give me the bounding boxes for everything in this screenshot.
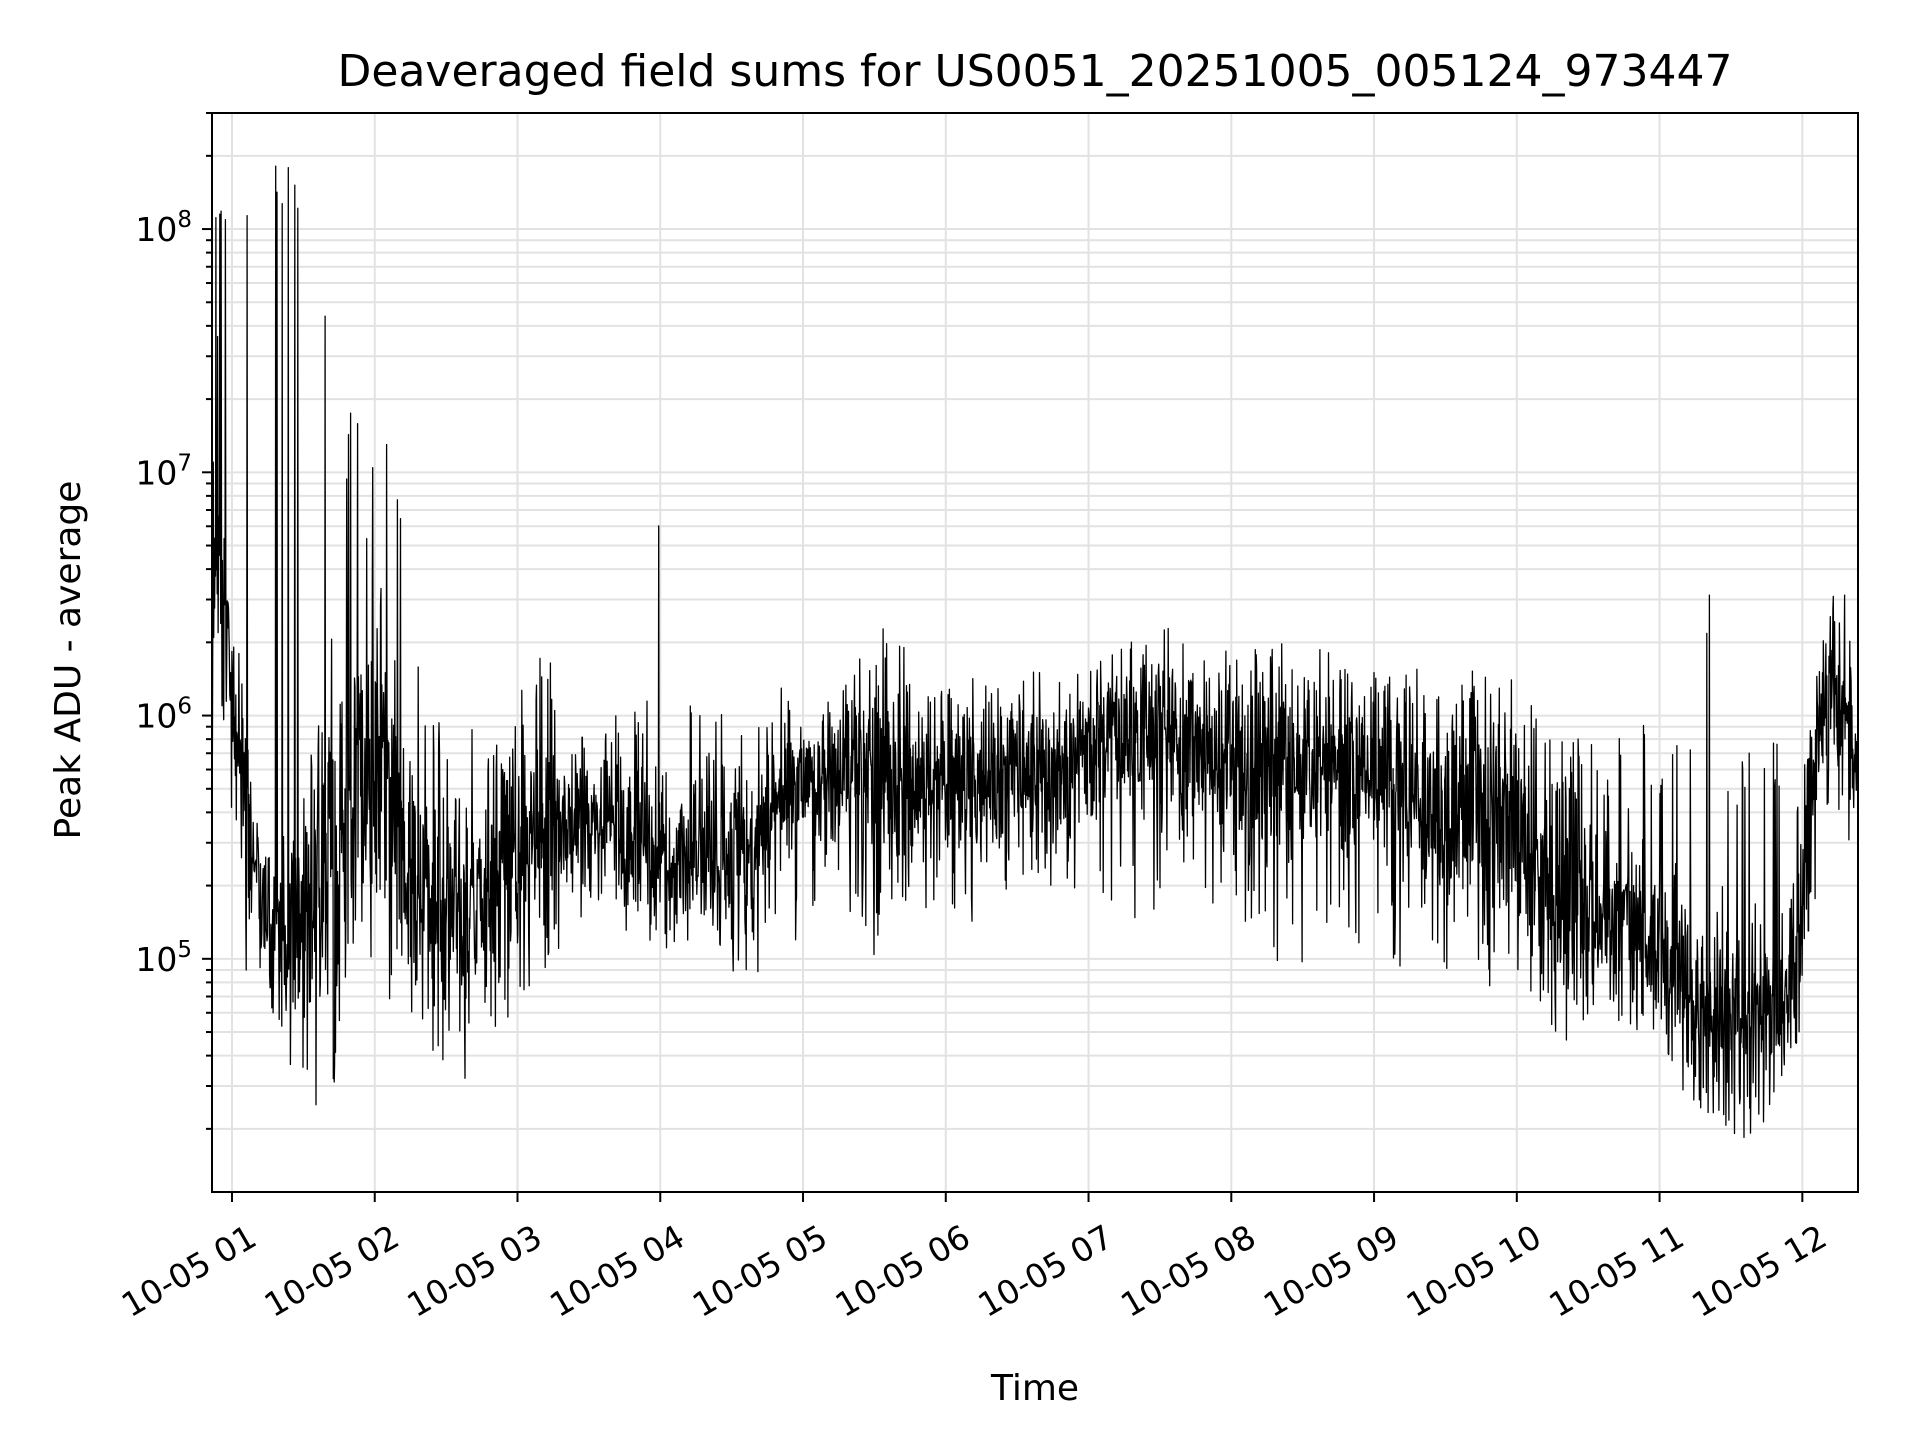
y-tick-label-base: 10: [135, 453, 177, 492]
series-line: [211, 165, 1859, 1139]
y-tick-label: 106: [135, 694, 192, 736]
y-tick-label-exponent: 8: [177, 207, 192, 233]
series-layer: [211, 165, 1859, 1139]
x-axis-label: Time: [990, 1368, 1079, 1409]
chart-title: Deaveraged field sums for US0051_2025100…: [338, 46, 1733, 97]
y-axis-label: Peak ADU - average: [48, 481, 89, 840]
y-tick-label-base: 10: [135, 210, 177, 249]
plot-frame: [211, 112, 1859, 1193]
y-tick-label-base: 10: [135, 697, 177, 736]
y-tick-label: 107: [135, 450, 192, 492]
y-tick-label: 108: [135, 207, 192, 249]
y-tick-label-exponent: 7: [177, 450, 192, 476]
y-tick-label-base: 10: [135, 940, 177, 979]
y-tick-label: 105: [135, 937, 192, 979]
y-tick-label-exponent: 6: [177, 694, 192, 720]
y-tick-label-exponent: 5: [177, 937, 192, 963]
